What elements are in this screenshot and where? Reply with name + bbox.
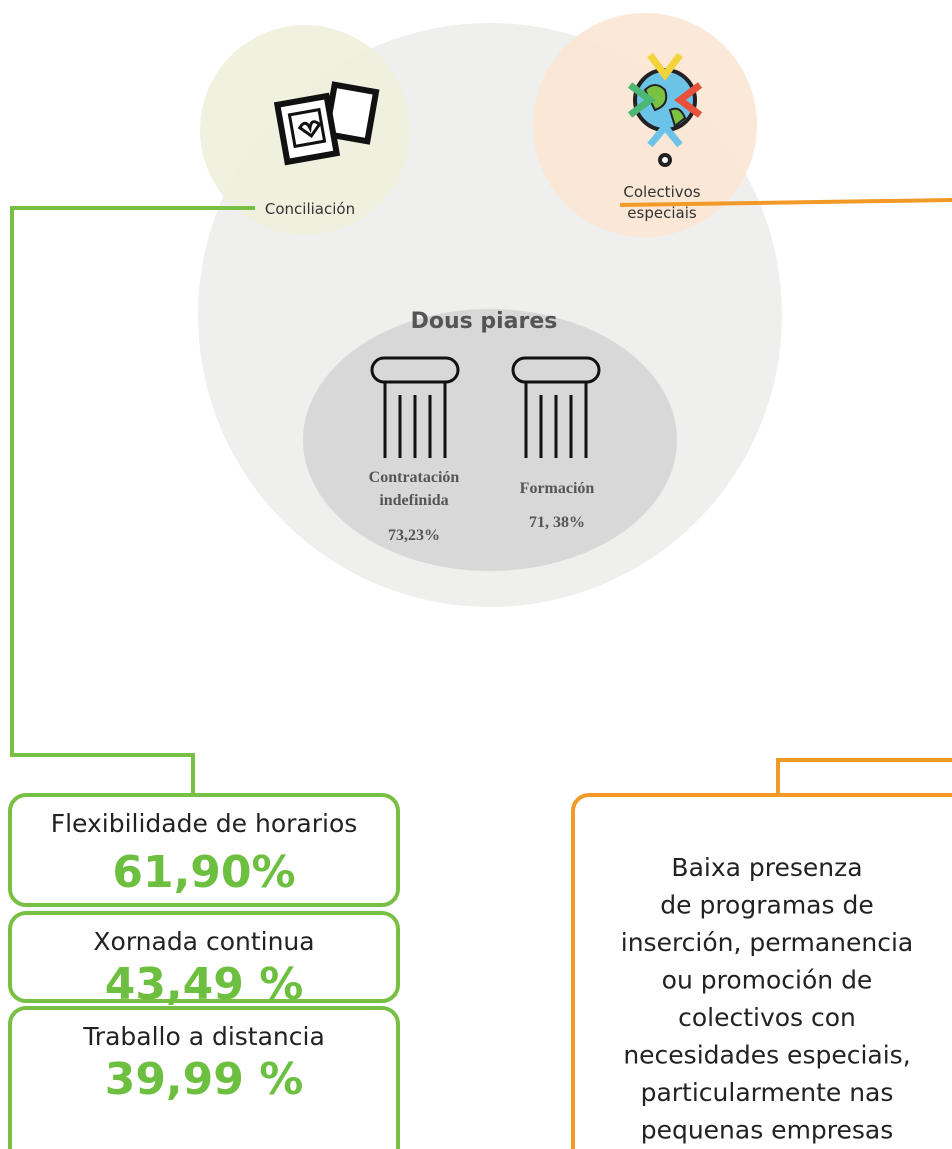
- pillar-label: Formación: [520, 480, 595, 497]
- connector: [778, 760, 952, 795]
- pillar-value: 71, 38%: [529, 514, 585, 531]
- pillar-label: indefinida: [379, 492, 448, 509]
- pillar-label: Contratación: [369, 469, 460, 486]
- pillar-value: 73,23%: [388, 527, 440, 544]
- circle-label: Colectivos: [623, 183, 700, 201]
- item-value: 61,90%: [112, 847, 295, 898]
- box-line: de programas de: [660, 891, 873, 920]
- box-line: Baixa presenza: [671, 853, 862, 882]
- box-line: pequenas empresas: [641, 1116, 894, 1145]
- item-label: Traballo a distancia: [82, 1022, 325, 1051]
- infographic: Conciliación Colectivos especiais Dous p…: [0, 0, 952, 1149]
- item-label: Xornada continua: [93, 927, 314, 956]
- pillars-ellipse: [303, 309, 677, 571]
- box-line: ou promoción de: [662, 966, 873, 995]
- box-line: inserción, permanencia: [621, 928, 914, 957]
- item-value: 39,99 %: [105, 1054, 304, 1105]
- item-value: 43,49 %: [105, 959, 304, 1010]
- box-line: necesidades especiais,: [623, 1041, 910, 1070]
- item-label: Flexibilidade de horarios: [51, 809, 358, 838]
- box-line: particularmente nas: [641, 1078, 894, 1107]
- pillars-title: Dous piares: [411, 309, 558, 334]
- circle-label: Conciliación: [265, 200, 355, 218]
- box-line: colectivos con: [678, 1003, 856, 1032]
